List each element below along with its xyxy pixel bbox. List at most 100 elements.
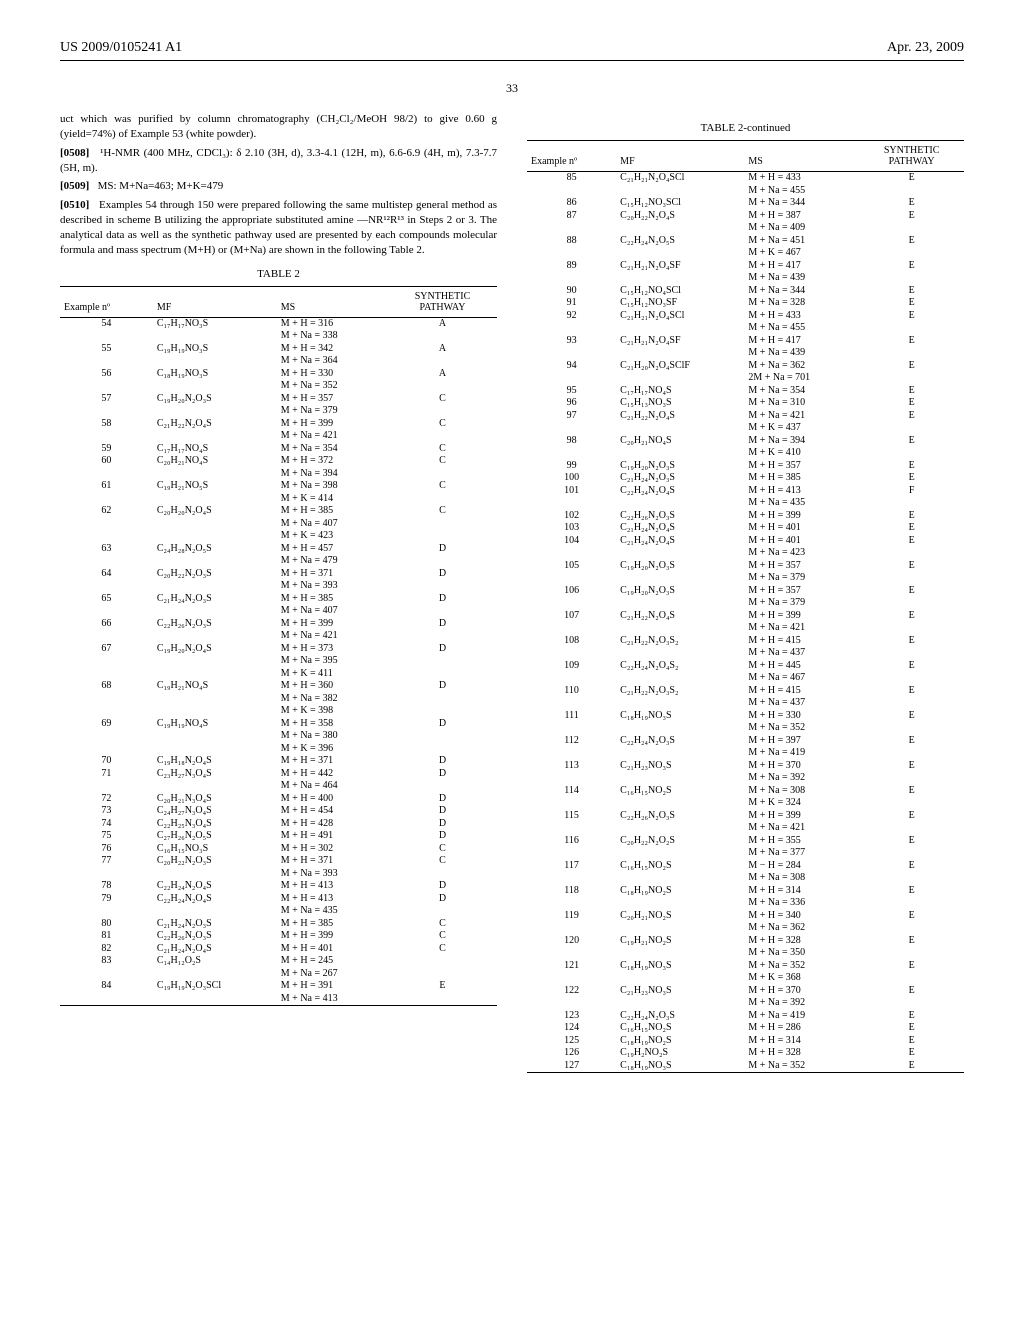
table-row: M + K = 411 xyxy=(60,668,497,681)
table-row: M + Na = 435 xyxy=(60,905,497,918)
cell-mf: C₂₁H₂₄N₂O₃S xyxy=(616,472,744,485)
cell-mf: C₂₂H₂₅N₃O₄S xyxy=(153,818,277,831)
cell-ms: M + Na = 392 xyxy=(744,772,859,785)
cell-pathway: E xyxy=(859,810,964,823)
cell-pathway xyxy=(388,580,497,593)
cell-mf: C₂₂H₂₄N₂O₄S₂ xyxy=(616,660,744,673)
cell-pathway xyxy=(859,572,964,585)
cell-example xyxy=(60,630,153,643)
cell-pathway: D xyxy=(388,618,497,631)
cell-pathway: E xyxy=(859,260,964,273)
cell-mf xyxy=(153,555,277,568)
table-row: M + K = 437 xyxy=(527,422,964,435)
cell-ms: M + Na = 394 xyxy=(744,435,859,448)
table-row: M + Na = 435 xyxy=(527,497,964,510)
cell-ms: M + H = 399 xyxy=(277,418,388,431)
table-row: 65C₂₁H₂₄N₂O₃SM + H = 385D xyxy=(60,593,497,606)
cell-ms: M + Na = 407 xyxy=(277,605,388,618)
cell-pathway: E xyxy=(859,1060,964,1073)
table-row: M + Na = 393 xyxy=(60,580,497,593)
cell-pathway: D xyxy=(388,643,497,656)
table-row: 88C₂₂H₂₄N₂O₅SM + Na = 451E xyxy=(527,235,964,248)
cell-ms: M + Na = 352 xyxy=(744,722,859,735)
cell-ms: M + Na = 421 xyxy=(744,622,859,635)
cell-pathway: A xyxy=(388,343,497,356)
cell-ms: M + K = 410 xyxy=(744,447,859,460)
cell-mf xyxy=(616,722,744,735)
cell-example: 62 xyxy=(60,505,153,518)
cell-pathway: E xyxy=(859,472,964,485)
cell-pathway xyxy=(859,597,964,610)
table-2-right: Example nº MF MS SYNTHETIC PATHWAY 85C₂₁… xyxy=(527,140,964,1073)
table-row: 76C₁₆H₁₅NO₃SM + H = 302C xyxy=(60,843,497,856)
cell-pathway xyxy=(859,897,964,910)
table-row: 84C₁₉H₁₉N₂O₃SClM + H = 391E xyxy=(60,980,497,993)
cell-pathway xyxy=(859,947,964,960)
cell-example: 113 xyxy=(527,760,616,773)
cell-pathway xyxy=(388,968,497,981)
cell-pathway: E xyxy=(859,460,964,473)
cell-pathway xyxy=(388,405,497,418)
th-example: Example nº xyxy=(60,286,153,317)
cell-example xyxy=(60,780,153,793)
cell-pathway xyxy=(859,722,964,735)
cell-pathway xyxy=(859,372,964,385)
cell-example: 112 xyxy=(527,735,616,748)
table-row: 69C₁₉H₁₉NO₄SM + H = 358D xyxy=(60,718,497,731)
cell-pathway: E xyxy=(859,835,964,848)
cell-example xyxy=(527,997,616,1010)
cell-mf xyxy=(153,868,277,881)
cell-mf: C₂₁H₂₄N₂O₃S xyxy=(153,918,277,931)
cell-ms: M + H = 442 xyxy=(277,768,388,781)
cell-ms: M + H = 417 xyxy=(744,260,859,273)
cell-pathway: E xyxy=(859,210,964,223)
table-row: 72C₂₀H₂₁N₃O₄SM + H = 400D xyxy=(60,793,497,806)
cell-mf: C₂₀H₂₁N₃O₄S xyxy=(153,793,277,806)
cell-ms: M + K = 414 xyxy=(277,493,388,506)
cell-mf xyxy=(616,872,744,885)
cell-mf: C₁₉H₁₉NO₄S xyxy=(153,718,277,731)
cell-example xyxy=(60,405,153,418)
cell-mf: C₁₈H₁₉NO₃S xyxy=(153,368,277,381)
table-row: 61C₁₉H₂₁NO₅SM + Na = 398C xyxy=(60,480,497,493)
cell-example: 88 xyxy=(527,235,616,248)
cell-mf: C₁₉H₂₀N₂O₃S xyxy=(616,560,744,573)
cell-pathway: E xyxy=(859,1022,964,1035)
cell-ms: M + H = 371 xyxy=(277,755,388,768)
table-row: M + Na = 439 xyxy=(527,272,964,285)
cell-pathway: E xyxy=(859,985,964,998)
table-row: M + Na = 407 xyxy=(60,518,497,531)
table-row: M + Na = 393 xyxy=(60,868,497,881)
cell-ms: M + Na = 377 xyxy=(744,847,859,860)
cell-example xyxy=(60,580,153,593)
cell-pathway xyxy=(388,905,497,918)
table-row: M + Na = 419 xyxy=(527,747,964,760)
cell-ms: M + H = 399 xyxy=(277,930,388,943)
cell-example: 123 xyxy=(527,1010,616,1023)
cell-example: 87 xyxy=(527,210,616,223)
table-row: M + Na = 379 xyxy=(60,405,497,418)
table-row: M + Na = 479 xyxy=(60,555,497,568)
cell-ms: M + H = 357 xyxy=(277,393,388,406)
cell-pathway: C xyxy=(388,930,497,943)
cell-pathway: D xyxy=(388,818,497,831)
cell-example: 57 xyxy=(60,393,153,406)
cell-ms: M + Na = 344 xyxy=(744,197,859,210)
cell-mf: C₂₁H₂₂N₂O₃S₂ xyxy=(616,635,744,648)
cell-mf: C₂₂H₂₆N₂O₃S xyxy=(616,510,744,523)
cell-mf xyxy=(616,997,744,1010)
cell-ms: M + Na = 336 xyxy=(744,897,859,910)
table-row: M + Na = 407 xyxy=(60,605,497,618)
table-row: 87C₂₀H₂₂N₂O₄SM + H = 387E xyxy=(527,210,964,223)
cell-example xyxy=(60,868,153,881)
cell-ms: M + H = 401 xyxy=(277,943,388,956)
cell-ms: M + K = 398 xyxy=(277,705,388,718)
cell-mf xyxy=(616,597,744,610)
cell-ms: M + Na = 451 xyxy=(744,235,859,248)
table-2-caption: TABLE 2 xyxy=(60,268,497,280)
table-row: 57C₁₉H₂₀N₂O₃SM + H = 357C xyxy=(60,393,497,406)
cell-ms: M + Na = 352 xyxy=(744,960,859,973)
table-row: 125C₁₈H₁₉NO₂SM + H = 314E xyxy=(527,1035,964,1048)
cell-mf: C₁₅H₁₂NO₃SCl xyxy=(616,197,744,210)
cell-example xyxy=(60,993,153,1006)
